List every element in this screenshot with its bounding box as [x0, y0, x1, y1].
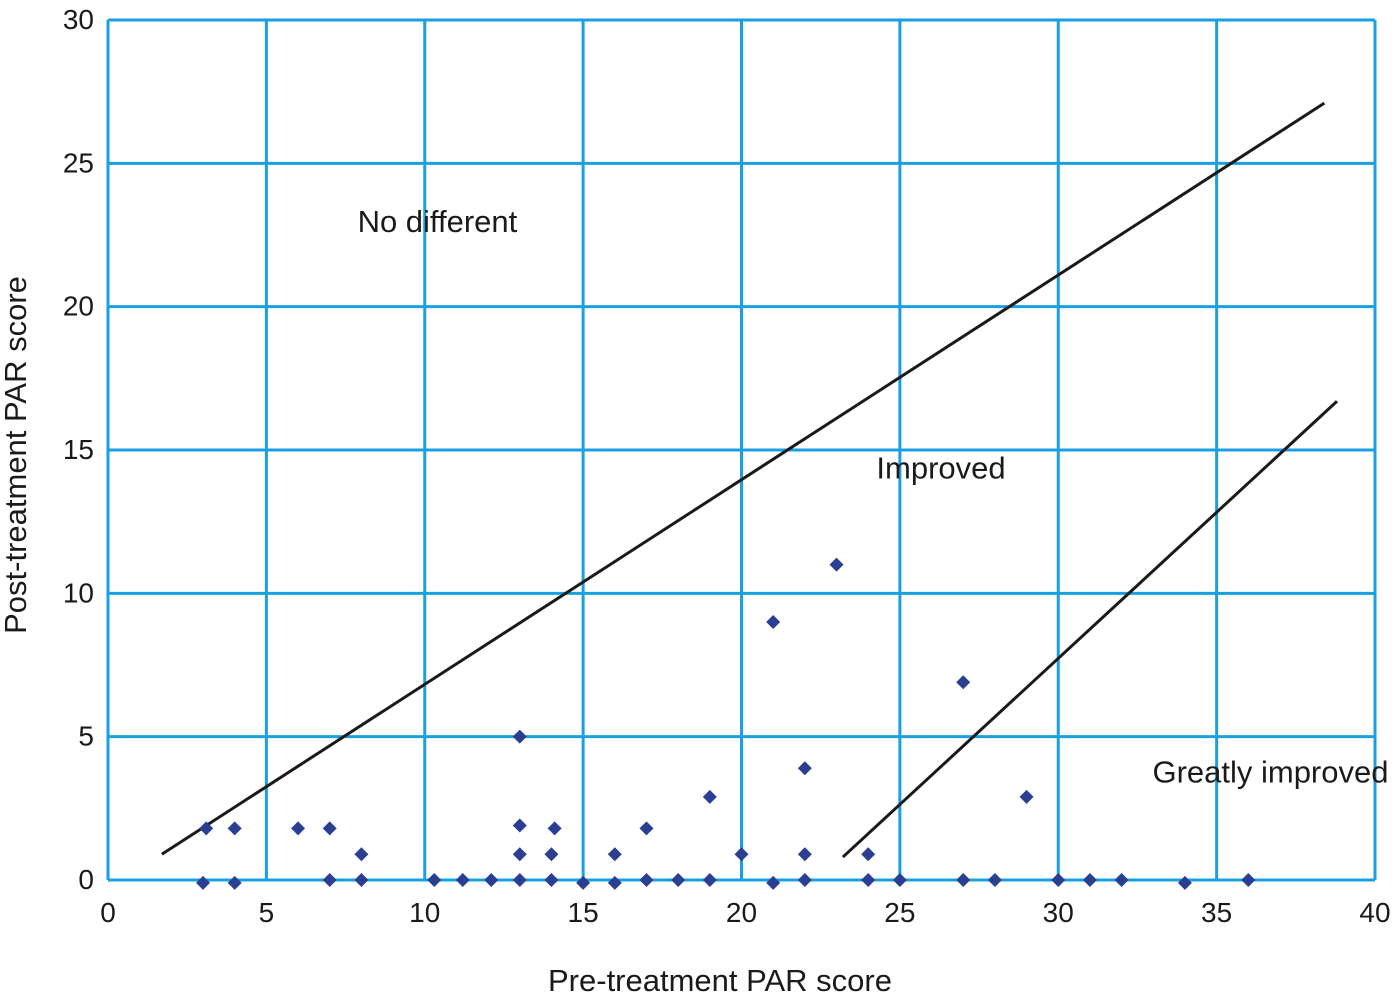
- data-point: [734, 847, 749, 862]
- data-point: [797, 847, 812, 862]
- x-tick-label: 0: [100, 897, 116, 928]
- data-points: [196, 557, 1256, 890]
- data-point: [829, 557, 844, 572]
- data-point: [512, 729, 527, 744]
- data-point: [291, 821, 306, 836]
- x-axis-label: Pre-treatment PAR score: [548, 963, 892, 994]
- data-point: [196, 875, 211, 890]
- data-point: [427, 873, 442, 887]
- data-point: [639, 821, 654, 836]
- boundary-lines: [161, 101, 1339, 859]
- data-point: [607, 875, 622, 890]
- data-point: [547, 821, 562, 836]
- data-point: [512, 847, 527, 862]
- data-point: [607, 847, 622, 862]
- data-point: [892, 873, 907, 887]
- tick-labels: 0 5 10 15 20 25 30 35 40 0 5 10 15 20 25 30: [63, 4, 1391, 928]
- data-point: [1051, 873, 1066, 887]
- data-point: [544, 847, 559, 862]
- data-point: [861, 847, 876, 862]
- data-point: [322, 873, 337, 887]
- x-tick-label: 40: [1359, 897, 1390, 928]
- data-point: [199, 821, 214, 836]
- data-point: [956, 873, 971, 887]
- y-tick-label: 15: [63, 434, 94, 465]
- region-annotations: No different Improved Greatly improved: [358, 204, 1389, 789]
- region-label: Improved: [876, 451, 1005, 486]
- x-tick-label: 30: [1043, 897, 1074, 928]
- data-point: [354, 873, 369, 887]
- data-point: [797, 873, 812, 887]
- y-tick-label: 5: [78, 721, 94, 752]
- data-point: [671, 873, 686, 887]
- x-tick-label: 35: [1201, 897, 1232, 928]
- data-point: [639, 873, 654, 887]
- data-point: [1019, 789, 1034, 804]
- grid: [106, 18, 1377, 882]
- boundary-line: [161, 101, 1326, 856]
- x-tick-label: 15: [568, 897, 599, 928]
- data-point: [1082, 873, 1097, 887]
- region-label: No different: [358, 204, 518, 239]
- boundary-line: [841, 400, 1339, 859]
- data-point: [1114, 873, 1129, 887]
- x-tick-label: 25: [884, 897, 915, 928]
- data-point: [956, 675, 971, 690]
- data-point: [797, 761, 812, 776]
- region-label: Greatly improved: [1152, 755, 1388, 790]
- data-point: [1241, 873, 1256, 887]
- y-tick-label: 20: [63, 291, 94, 322]
- data-point: [484, 873, 499, 887]
- data-point: [354, 847, 369, 862]
- data-point: [576, 875, 591, 890]
- data-point: [227, 875, 242, 890]
- data-point: [702, 873, 717, 887]
- y-tick-label: 30: [63, 4, 94, 35]
- data-point: [322, 821, 337, 836]
- data-point: [1177, 875, 1192, 890]
- y-tick-label: 0: [78, 864, 94, 895]
- data-point: [987, 873, 1002, 887]
- x-tick-label: 10: [409, 897, 440, 928]
- data-point: [766, 615, 781, 629]
- x-tick-label: 5: [259, 897, 275, 928]
- data-point: [455, 873, 470, 887]
- data-point: [227, 821, 242, 836]
- data-point: [512, 818, 527, 833]
- x-tick-label: 20: [726, 897, 757, 928]
- data-point: [544, 873, 559, 887]
- y-tick-label: 25: [63, 147, 94, 178]
- data-point: [766, 875, 781, 890]
- y-axis-label: Post-treatment PAR score: [0, 276, 33, 634]
- data-point: [512, 873, 527, 887]
- data-point: [702, 789, 717, 804]
- data-point: [861, 873, 876, 887]
- y-tick-label: 10: [63, 577, 94, 608]
